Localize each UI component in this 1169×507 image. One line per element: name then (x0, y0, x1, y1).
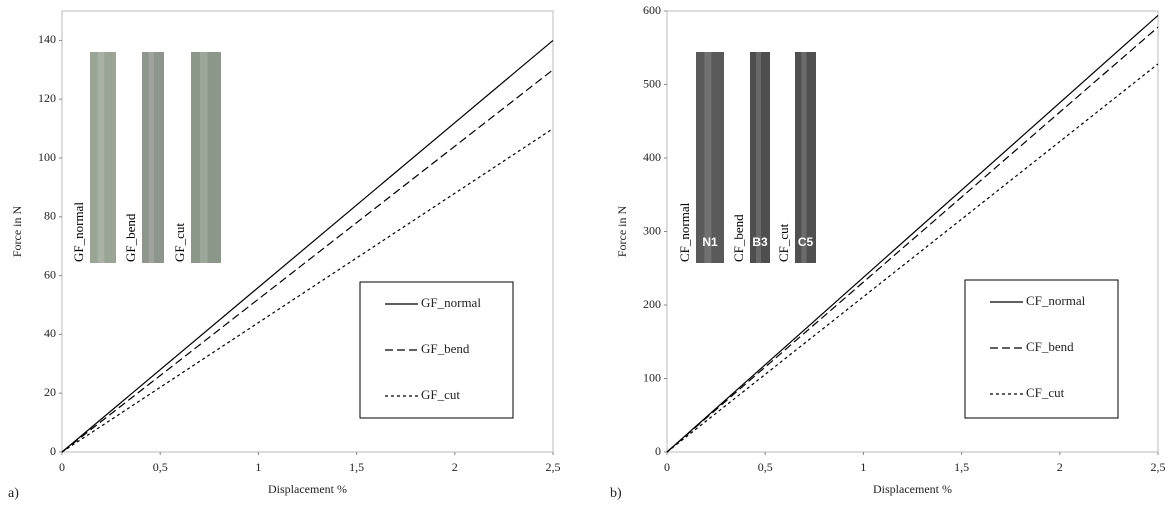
y-tick-label: 500 (643, 76, 661, 90)
photo-label: CF_bend (731, 214, 746, 262)
photo-label: GF_normal (71, 202, 86, 262)
series-line (666, 26, 1159, 453)
photo-highlight (801, 52, 807, 263)
panel-label: a) (8, 486, 19, 501)
legend-label: GF_cut (421, 387, 460, 402)
panel-label: b) (610, 486, 622, 501)
y-tick-label: 100 (38, 150, 56, 164)
x-axis-title: Displacement % (873, 482, 952, 496)
legend-label: GF_bend (421, 341, 470, 356)
specimen-photo (750, 52, 770, 263)
series-line (61, 128, 554, 453)
y-tick-label: 600 (643, 3, 661, 17)
x-tick-label: 2 (452, 460, 458, 474)
specimen-photo (90, 52, 116, 263)
photo-highlight (148, 52, 155, 263)
y-tick-label: 60 (44, 267, 56, 281)
photo-label: GF_cut (172, 223, 187, 262)
photo-mark: C5 (798, 235, 814, 249)
plot-frame (61, 10, 554, 453)
y-tick-label: 200 (643, 297, 661, 311)
series-line (666, 14, 1159, 453)
series-line (61, 69, 554, 453)
photo-label: CF_cut (776, 223, 791, 262)
photo-mark: B3 (752, 235, 768, 249)
legend-label: GF_normal (421, 295, 481, 310)
specimen-photo (191, 52, 221, 263)
photo-highlight (97, 52, 105, 263)
x-tick-label: 1,5 (954, 460, 969, 474)
y-tick-label: 40 (44, 326, 56, 340)
x-tick-label: 2,5 (1151, 460, 1166, 474)
y-tick-label: 140 (38, 32, 56, 46)
photo-label: CF_normal (677, 202, 692, 262)
x-tick-label: 0,5 (153, 460, 168, 474)
series-line (666, 63, 1159, 453)
photo-highlight (756, 52, 761, 263)
legend-label: CF_cut (1026, 385, 1065, 400)
specimen-photo (696, 52, 724, 263)
y-tick-label: 300 (643, 223, 661, 237)
y-axis-title: Force in N (10, 206, 24, 258)
x-tick-label: 1 (860, 460, 866, 474)
y-tick-label: 100 (643, 370, 661, 384)
legend-box (964, 279, 1119, 419)
legend-label: CF_normal (1026, 293, 1086, 308)
photo-label: GF_bend (123, 213, 138, 262)
x-tick-label: 2 (1057, 460, 1063, 474)
y-tick-label: 0 (655, 444, 661, 458)
photo-highlight (704, 52, 712, 263)
y-tick-label: 0 (50, 444, 56, 458)
x-tick-label: 1 (255, 460, 261, 474)
x-tick-label: 0 (59, 460, 65, 474)
x-tick-label: 0 (664, 460, 670, 474)
x-axis-title: Displacement % (268, 482, 347, 496)
x-tick-label: 2,5 (546, 460, 561, 474)
y-tick-label: 80 (44, 209, 56, 223)
specimen-photo (795, 52, 816, 263)
series-line (61, 39, 554, 453)
legend-label: CF_bend (1026, 339, 1074, 354)
x-tick-label: 1,5 (349, 460, 364, 474)
x-tick-label: 0,5 (758, 460, 773, 474)
y-tick-label: 400 (643, 150, 661, 164)
y-tick-label: 20 (44, 385, 56, 399)
specimen-photo (142, 52, 164, 263)
photo-mark: N1 (702, 235, 718, 249)
photo-highlight (200, 52, 208, 263)
y-axis-title: Force in N (615, 206, 629, 258)
y-tick-label: 120 (38, 91, 56, 105)
